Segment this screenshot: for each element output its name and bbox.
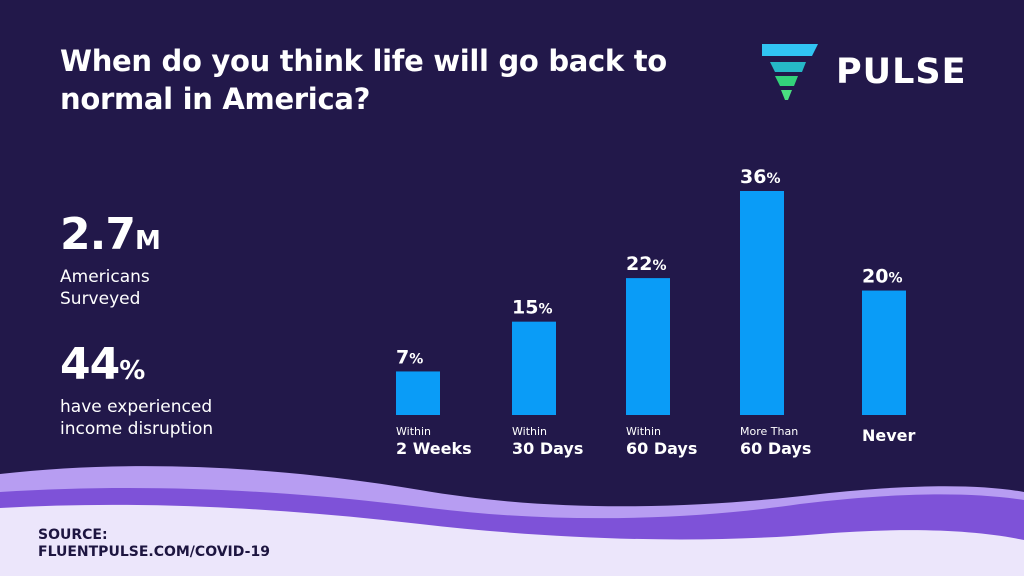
value-label-1: 15%: [512, 297, 552, 319]
category-label-line2-3: 60 Days: [740, 439, 811, 458]
category-label-line2-2: 60 Days: [626, 439, 697, 458]
stat-surveyed-value: 2.7M: [60, 209, 161, 260]
category-label-line2-0: 2 Weeks: [396, 439, 472, 458]
category-label-line1-0: Within: [396, 425, 431, 438]
stat-income: 44% have experienced income disruption: [60, 340, 213, 440]
stat-surveyed-label-line2: Surveyed: [60, 289, 141, 309]
category-label-line2-1: 30 Days: [512, 439, 583, 458]
pulse-logo: PULSE: [762, 44, 982, 100]
logo-wordmark: PULSE: [836, 52, 967, 92]
stat-surveyed-unit: M: [134, 226, 161, 256]
value-label-2: 22%: [626, 253, 666, 275]
source-label: SOURCE:: [38, 527, 108, 543]
bar-1: [512, 321, 556, 415]
source-note: SOURCE: FLUENTPULSE.COM/COVID-19: [38, 527, 270, 561]
pulse-logo-icon: [762, 44, 818, 100]
category-label-line1-3: More Than: [740, 425, 798, 438]
stat-income-unit: %: [119, 356, 145, 386]
stat-income-label-line1: have experienced: [60, 397, 213, 417]
chart-title: When do you think life will go back to n…: [60, 44, 667, 116]
stat-surveyed: 2.7M Americans Surveyed: [60, 209, 161, 310]
value-label-4: 20%: [862, 266, 902, 288]
bar-4: [862, 290, 906, 415]
stat-income-label-line2: income disruption: [60, 419, 214, 439]
stat-surveyed-label-line1: Americans: [60, 267, 150, 287]
source-url: FLUENTPULSE.COM/COVID-19: [38, 544, 270, 560]
bar-2: [626, 278, 670, 415]
category-label-line1-1: Within: [512, 425, 547, 438]
category-label-line2-4: Never: [862, 426, 916, 445]
value-label-3: 36%: [740, 166, 780, 188]
value-label-0: 7%: [396, 346, 423, 368]
bar-0: [396, 371, 440, 415]
stat-income-value: 44%: [60, 339, 145, 390]
bar-3: [740, 191, 784, 415]
category-label-line1-2: Within: [626, 425, 661, 438]
